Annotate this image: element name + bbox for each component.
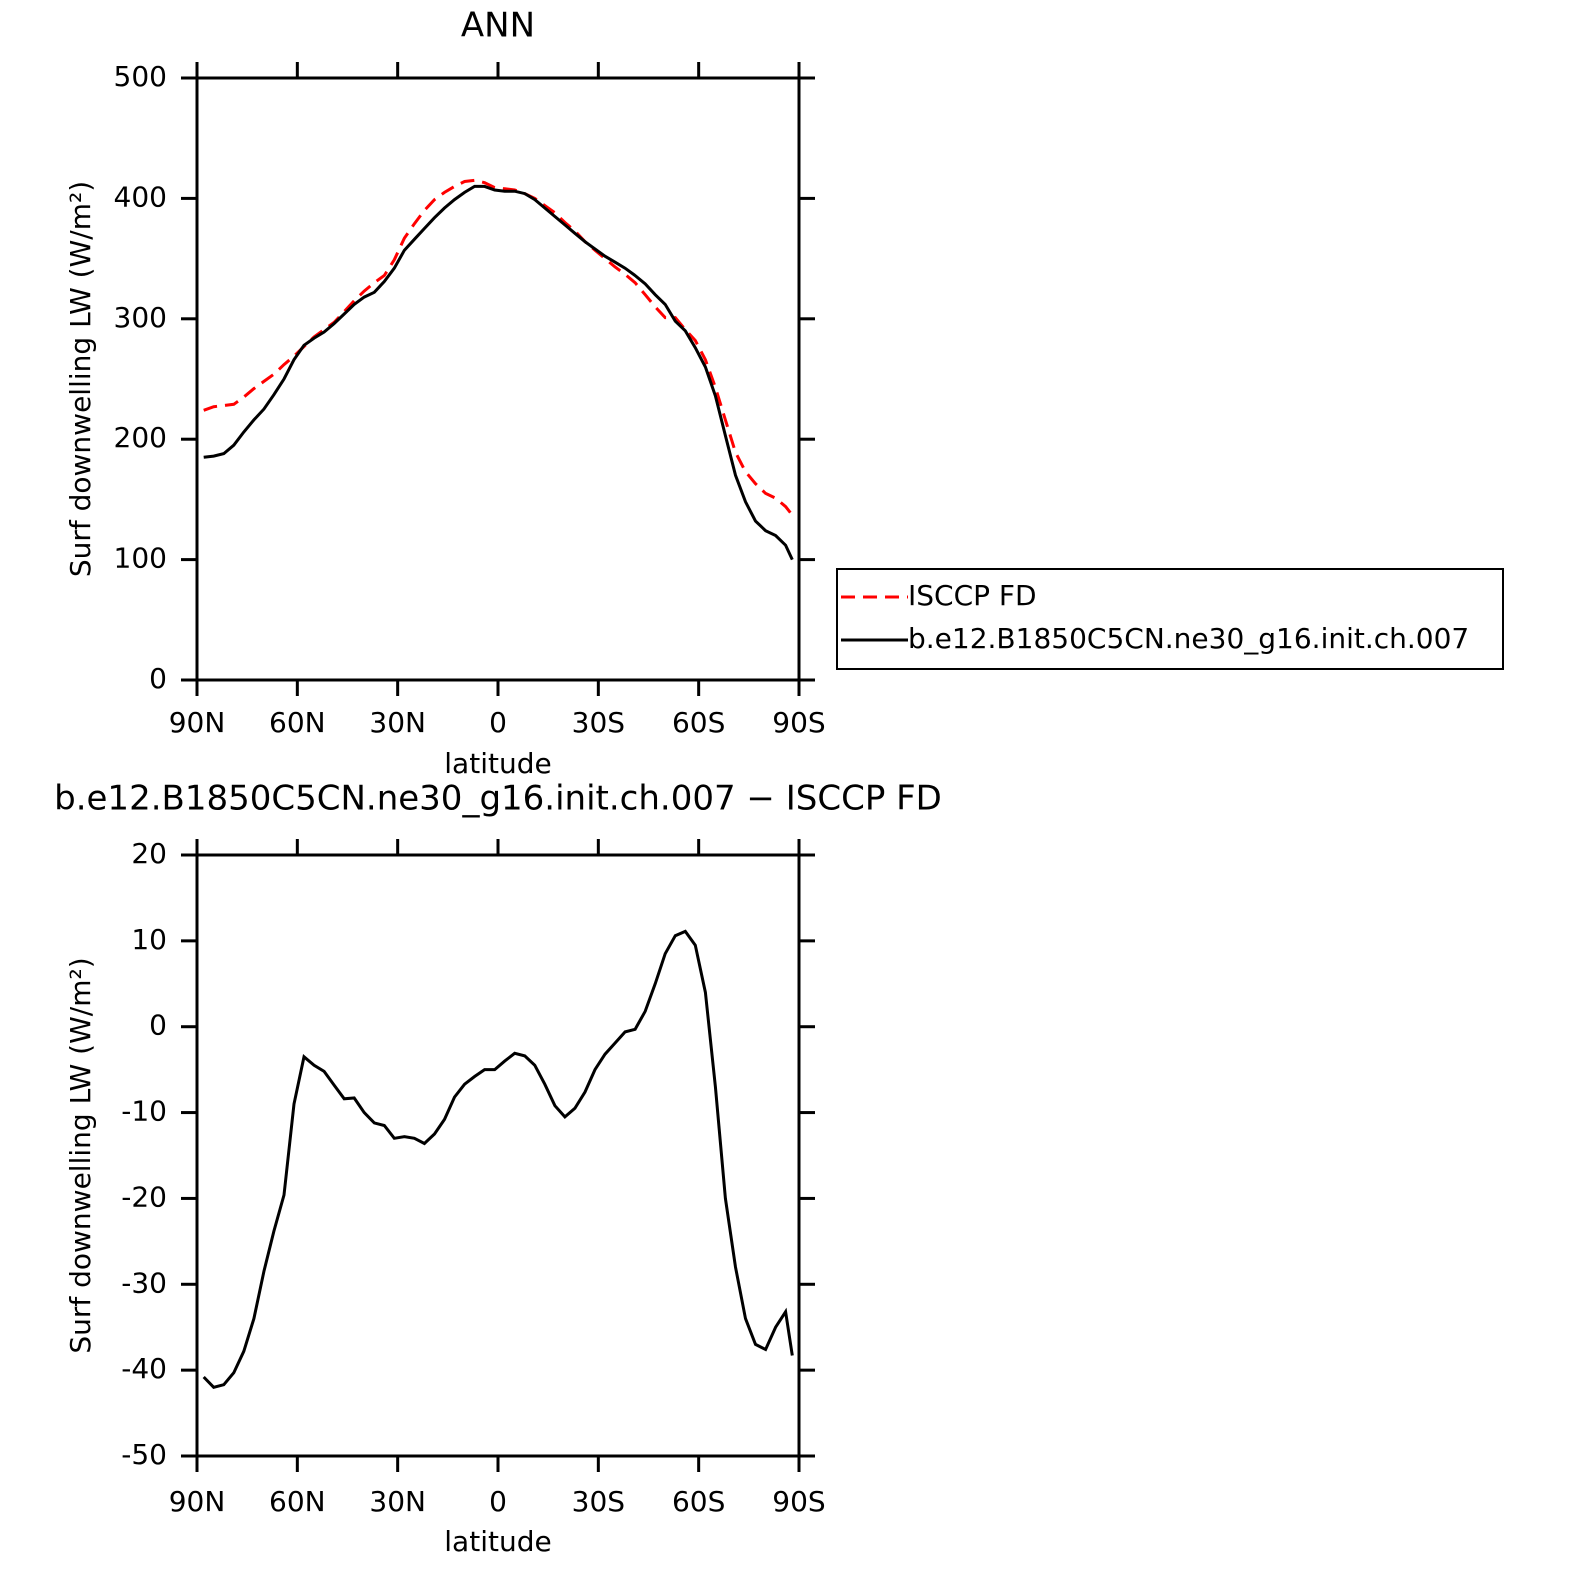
y-tick-label: 100	[114, 542, 167, 575]
y-tick-label: -50	[121, 1438, 167, 1471]
y-tick-label: 0	[149, 1009, 167, 1042]
x-tick-label: 90N	[169, 706, 226, 739]
x-tick-label: 30N	[369, 706, 426, 739]
y-tick-label: 300	[114, 301, 167, 334]
y-tick-label: -10	[121, 1095, 167, 1128]
data-line	[203, 178, 794, 517]
legend-label: b.e12.B1850C5CN.ne30_g16.init.ch.007	[908, 622, 1469, 655]
x-tick-label: 30S	[572, 706, 625, 739]
x-tick-label: 0	[489, 706, 507, 739]
y-axis-label: Surf downwelling LW (W/m²)	[64, 957, 97, 1353]
x-tick-label: 60S	[672, 706, 725, 739]
data-line	[203, 184, 794, 561]
y-tick-label: 0	[149, 662, 167, 695]
y-tick-label: 200	[114, 421, 167, 454]
x-tick-label: 30S	[572, 1485, 625, 1518]
y-tick-label: 20	[131, 837, 167, 870]
x-tick-label: 60N	[269, 1485, 326, 1518]
y-tick-label: -20	[121, 1180, 167, 1213]
x-tick-label: 90S	[772, 706, 825, 739]
data-line	[202, 929, 794, 1389]
x-tick-label: 30N	[369, 1485, 426, 1518]
y-axis-label: Surf downwelling LW (W/m²)	[64, 181, 97, 577]
x-tick-label: 60S	[672, 1485, 725, 1518]
x-axis-label: latitude	[444, 747, 551, 780]
legend-label: ISCCP FD	[908, 579, 1037, 612]
x-tick-label: 90N	[169, 1485, 226, 1518]
x-tick-label: 0	[489, 1485, 507, 1518]
chart-title: ANN	[461, 6, 535, 46]
y-tick-label: 10	[131, 923, 167, 956]
x-tick-label: 60N	[269, 706, 326, 739]
x-tick-label: 90S	[772, 1485, 825, 1518]
y-tick-label: 500	[114, 60, 167, 93]
y-tick-label: -40	[121, 1352, 167, 1385]
chart-title: b.e12.B1850C5CN.ne30_g16.init.ch.007 − I…	[54, 779, 942, 819]
y-tick-label: 400	[114, 180, 167, 213]
y-tick-label: -30	[121, 1266, 167, 1299]
legend-box	[836, 568, 1504, 670]
x-axis-label: latitude	[444, 1525, 551, 1558]
